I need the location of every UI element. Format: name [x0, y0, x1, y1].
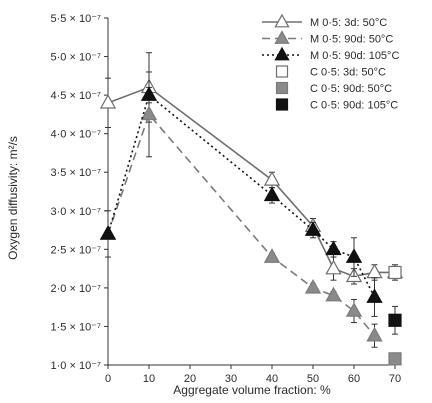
y-tick-label: 5·0 × 10⁻⁷ — [51, 52, 101, 64]
legend-marker — [274, 30, 290, 44]
legend-label: C 0·5: 3d: 50°C — [310, 67, 386, 79]
series-layer — [99, 52, 404, 366]
series-6 — [388, 305, 402, 335]
series-2 — [99, 71, 383, 348]
data-point — [263, 171, 281, 186]
data-point — [325, 259, 342, 275]
x-tick-label: 70 — [389, 373, 401, 385]
legend-item-5: C 0·5: 90d: 50°C — [275, 81, 392, 95]
data-point — [263, 248, 281, 263]
y-tick-label: 3·0 × 10⁻⁷ — [51, 206, 101, 218]
axes-layer: 1·0 × 10⁻⁷ 1·5 × 10⁻⁷ 2·0 × 10⁻⁷ 2·5 × 10⁻⁷… — [51, 13, 402, 385]
legend-label: C 0·5: 90d: 105°C — [310, 100, 398, 112]
data-point — [366, 326, 383, 342]
legend-label: C 0·5: 90d: 50°C — [310, 83, 392, 95]
legend-item-1: M 0·5: 3d: 50°C — [262, 13, 387, 29]
data-point — [388, 313, 402, 327]
data-point — [99, 225, 117, 240]
y-tick-label: 4·5 × 10⁻⁷ — [51, 90, 101, 102]
legend-marker — [275, 65, 289, 78]
data-point — [345, 248, 363, 263]
legend-label: M 0·5: 90d: 50°C — [310, 34, 393, 46]
y-tick-label: 1·0 × 10⁻⁷ — [51, 360, 101, 372]
data-point — [263, 186, 281, 202]
data-point — [140, 105, 158, 121]
x-tick-label: 10 — [143, 373, 155, 385]
data-point — [345, 302, 363, 317]
x-tick-label: 40 — [266, 373, 278, 385]
legend-item-2: M 0·5: 90d: 50°C — [262, 30, 393, 46]
data-point — [99, 93, 117, 109]
series-4 — [388, 265, 402, 280]
data-point — [366, 288, 383, 303]
legend-label: M 0·5: 3d: 50°C — [310, 17, 387, 29]
series-3 — [99, 86, 383, 317]
data-point — [304, 221, 322, 236]
x-tick-label: 50 — [307, 373, 319, 385]
x-tick-label: 60 — [348, 373, 360, 385]
series-5 — [388, 352, 402, 366]
legend-marker — [275, 81, 289, 95]
y-axis-title: Oxygen diffusivity: m²/s — [6, 136, 20, 260]
x-axis-title: Aggregate volume fraction: % — [173, 383, 331, 397]
legend-item-3: M 0·5: 90d: 105°C — [262, 46, 399, 62]
legend-marker — [275, 98, 289, 111]
x-tick-label: 30 — [225, 373, 237, 385]
legend-marker — [274, 46, 290, 61]
legend-item-6: C 0·5: 90d: 105°C — [275, 98, 398, 112]
data-point — [325, 240, 342, 256]
data-point — [140, 86, 158, 101]
y-tick-label: 2·0 × 10⁻⁷ — [51, 283, 101, 295]
y-tick-label: 5·5 × 10⁻⁷ — [51, 13, 101, 25]
y-tick-label: 3·5 × 10⁻⁷ — [51, 167, 101, 179]
legend-label: M 0·5: 90d: 105°C — [310, 50, 399, 62]
legend-marker — [274, 13, 290, 28]
series-line — [107, 112, 376, 337]
legend-item-4: C 0·5: 3d: 50°C — [275, 65, 386, 79]
y-tick-label: 1·5 × 10⁻⁷ — [51, 321, 101, 333]
data-point — [366, 263, 383, 279]
data-point — [325, 286, 342, 302]
data-point — [304, 278, 322, 294]
data-point — [388, 352, 402, 366]
data-point — [388, 265, 402, 280]
legend: M 0·5: 3d: 50°C M 0·5: 90d: 50°C M 0·5: 90… — [262, 13, 399, 112]
y-tick-label: 4·0 × 10⁻⁷ — [51, 129, 101, 141]
x-tick-label: 20 — [184, 373, 196, 385]
y-tick-label: 2·5 × 10⁻⁷ — [51, 244, 101, 256]
x-tick-label: 0 — [105, 373, 111, 385]
